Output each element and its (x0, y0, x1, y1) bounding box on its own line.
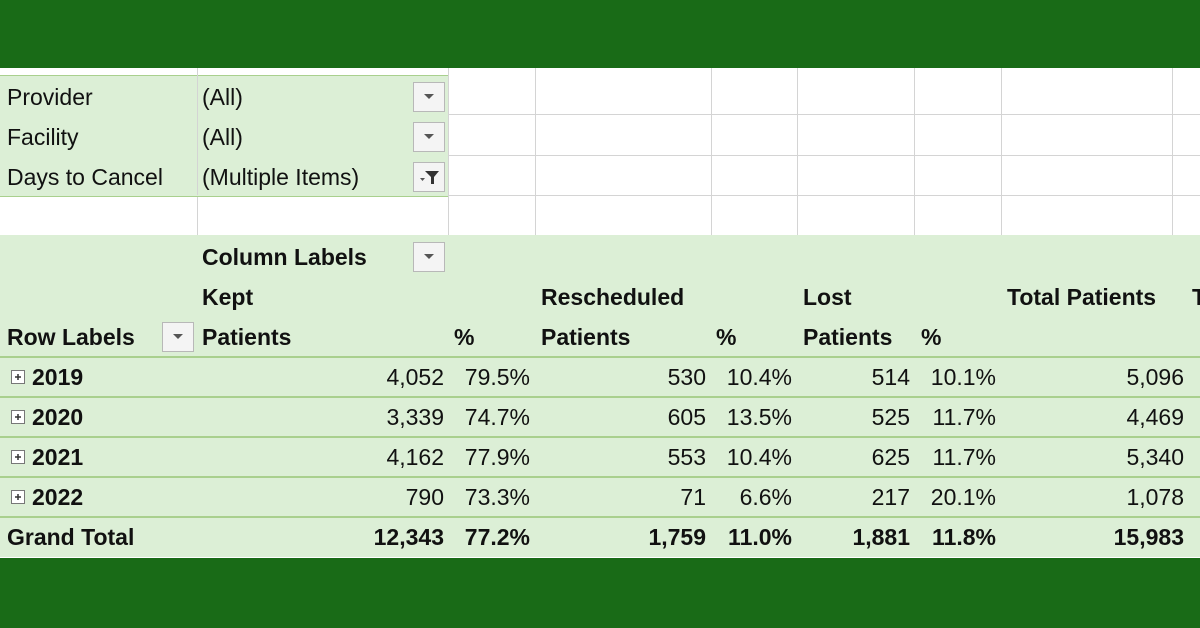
worksheet: Provider (All) Facility (All) Days to Cancel… (0, 68, 1200, 558)
group-header: Kept (202, 284, 254, 310)
grid-line (797, 68, 798, 235)
column-labels: Column Labels (202, 244, 367, 270)
group-header: Rescheduled (541, 284, 685, 310)
grid-line (914, 68, 915, 235)
cell: 530 (667, 364, 706, 390)
dropdown[interactable] (162, 322, 194, 352)
cell: 5,096 (1126, 364, 1184, 390)
sub-header: Patients (803, 324, 893, 350)
cell: 4,469 (1126, 404, 1184, 430)
cell: 15,983 (1113, 524, 1184, 550)
cell: 79.5% (464, 364, 530, 390)
cell: 217 (871, 484, 910, 510)
cell: 10.1% (930, 364, 996, 390)
sub-header: % (454, 324, 475, 350)
group-header: Total Patients (1007, 284, 1157, 310)
cell: 77.2% (464, 524, 530, 550)
group-header: T (1192, 284, 1200, 310)
cell: 10.4% (726, 364, 792, 390)
grid-line (448, 155, 1200, 156)
grid-line (448, 68, 449, 235)
cell: 790 (405, 484, 444, 510)
row-label: 2022 (32, 484, 84, 510)
total-label: Grand Total (7, 524, 135, 550)
grid-line (1172, 68, 1173, 235)
sub-header: % (921, 324, 942, 350)
grid-line (711, 68, 712, 235)
cell: 625 (871, 444, 910, 470)
cell: 525 (871, 404, 910, 430)
row-line (0, 516, 1200, 518)
filter-dropdown[interactable] (413, 162, 445, 192)
row-labels: Row Labels (7, 324, 135, 350)
cell: 4,162 (386, 444, 444, 470)
filter-dropdown[interactable] (413, 82, 445, 112)
cell: 1,759 (648, 524, 706, 550)
expand-button[interactable] (11, 410, 25, 424)
cell: 5,340 (1126, 444, 1184, 470)
cell: 1,078 (1126, 484, 1184, 510)
grid-line (535, 68, 536, 235)
cell: 12,343 (373, 524, 444, 550)
filter-dropdown[interactable] (413, 122, 445, 152)
filter-field: Facility (7, 124, 79, 150)
row-label: 2021 (32, 444, 84, 470)
filter-value: (All) (202, 84, 243, 110)
cell: 514 (871, 364, 910, 390)
cell: 6.6% (739, 484, 792, 510)
cell: 13.5% (726, 404, 792, 430)
group-header: Lost (803, 284, 852, 310)
cell: 4,052 (386, 364, 444, 390)
sub-header: Patients (202, 324, 292, 350)
row-line (0, 436, 1200, 438)
cell: 20.1% (930, 484, 996, 510)
filter-field: Days to Cancel (7, 164, 163, 190)
row-line (0, 396, 1200, 398)
cell: 553 (667, 444, 706, 470)
expand-button[interactable] (11, 490, 25, 504)
cell: 11.7% (932, 404, 996, 430)
cell: 10.4% (726, 444, 792, 470)
cell: 1,881 (852, 524, 910, 550)
cell: 605 (667, 404, 706, 430)
expand-button[interactable] (11, 370, 25, 384)
cell: 77.9% (464, 444, 530, 470)
grid-line (448, 195, 1200, 196)
row-line (0, 476, 1200, 478)
row-line (0, 356, 1200, 358)
filter-value: (All) (202, 124, 243, 150)
cell: 11.7% (932, 444, 996, 470)
cell: 3,339 (386, 404, 444, 430)
grid-line (1001, 68, 1002, 235)
filter-value: (Multiple Items) (202, 164, 360, 190)
row-label: 2020 (32, 404, 84, 430)
cell: 74.7% (464, 404, 530, 430)
dropdown[interactable] (413, 242, 445, 272)
cell: 11.8% (932, 524, 996, 550)
cell: 73.3% (464, 484, 530, 510)
expand-button[interactable] (11, 450, 25, 464)
row-label: 2019 (32, 364, 84, 390)
filter-field: Provider (7, 84, 93, 110)
sub-header: % (716, 324, 737, 350)
grid-line (448, 114, 1200, 115)
cell: 71 (680, 484, 706, 510)
sub-header: Patients (541, 324, 631, 350)
grid-line (197, 75, 198, 195)
filter-fill (0, 75, 448, 197)
cell: 11.0% (728, 524, 792, 550)
